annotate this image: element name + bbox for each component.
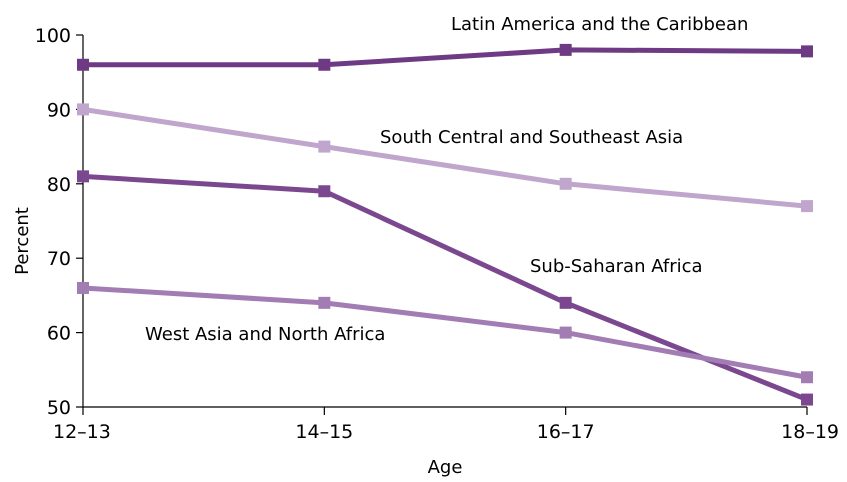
series-line — [80, 173, 810, 403]
series-line — [80, 47, 810, 68]
data-point-marker — [801, 393, 813, 406]
data-point-marker — [77, 103, 89, 116]
x-tick-label: 14–15 — [295, 421, 353, 443]
x-tick-label: 16–17 — [537, 421, 595, 443]
y-tick-label: 90 — [47, 99, 71, 121]
y-axis-label: Percent — [12, 207, 33, 275]
series-label: Sub-Saharan Africa — [530, 256, 703, 277]
y-tick-label: 50 — [47, 397, 71, 419]
axes — [82, 35, 807, 408]
x-tick-label: 18–19 — [781, 421, 839, 443]
data-point-marker — [77, 170, 89, 183]
series-group — [77, 43, 813, 406]
data-point-marker — [77, 58, 89, 71]
y-tick-label: 100 — [35, 25, 71, 47]
series-label: Latin America and the Caribbean — [451, 14, 748, 35]
y-tick-label: 80 — [47, 174, 71, 196]
x-tick-label: 12–13 — [53, 421, 111, 443]
data-point-marker — [559, 43, 572, 56]
data-point-marker — [801, 45, 813, 58]
data-point-marker — [801, 200, 813, 213]
y-ticks: 50 60 70 80 90 100 — [35, 25, 83, 419]
x-axis-label: Age — [428, 457, 463, 478]
data-point-marker — [318, 58, 331, 71]
data-point-marker — [559, 177, 572, 190]
series-label: West Asia and North Africa — [145, 324, 385, 345]
data-point-marker — [559, 326, 572, 339]
series-line — [80, 285, 810, 380]
y-tick-label: 60 — [47, 323, 71, 345]
series-label: South Central and Southeast Asia — [380, 127, 683, 148]
y-tick-label: 70 — [47, 248, 71, 270]
data-point-marker — [559, 296, 572, 309]
data-point-marker — [801, 371, 813, 384]
series-labels: Latin America and the Caribbean South Cen… — [145, 14, 748, 345]
data-point-marker — [77, 281, 89, 294]
data-point-marker — [318, 140, 331, 153]
data-point-marker — [318, 296, 331, 309]
series-line — [80, 106, 810, 209]
data-point-marker — [318, 185, 331, 198]
x-ticks: 12–13 14–15 16–17 18–19 — [53, 407, 839, 443]
